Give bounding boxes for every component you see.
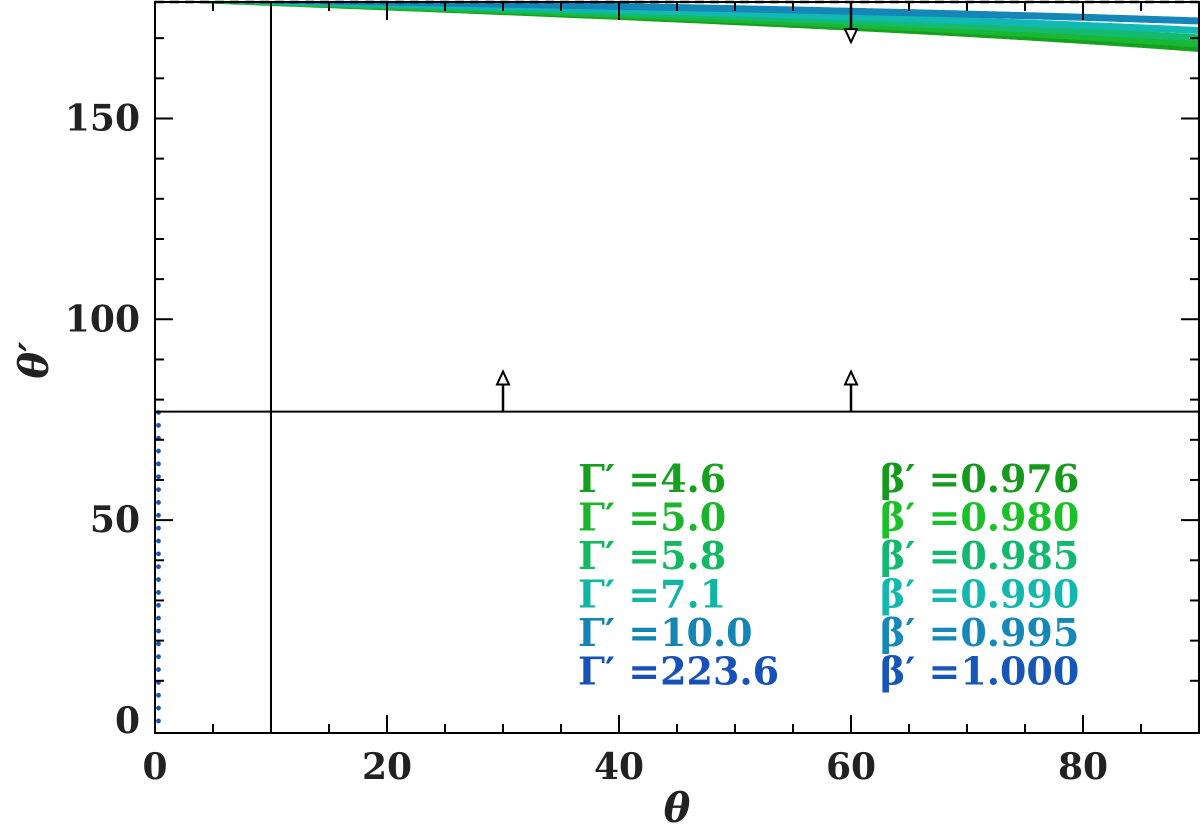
series-marker-5 xyxy=(156,602,161,608)
legend-beta-label: β′ =0.990 xyxy=(880,572,1079,617)
legend-beta-label: β′ =0.976 xyxy=(880,456,1079,501)
arrows-group xyxy=(495,2,859,412)
series-marker-5 xyxy=(156,551,161,557)
arrow-head-1 xyxy=(843,369,859,386)
legend-gamma-label: Γ′ =4.6 xyxy=(578,456,726,501)
series-marker-5 xyxy=(156,577,161,582)
x-tick-label: 20 xyxy=(362,746,412,788)
legend-gamma-label: Γ′ =223.6 xyxy=(578,649,779,694)
legend-beta-label: β′ =1.000 xyxy=(880,649,1079,694)
tick-labels-group: 0 20 40 60 80 0 50 100 150 xyxy=(65,97,1108,788)
series-marker-5 xyxy=(156,615,161,621)
series-marker-5 xyxy=(156,641,161,647)
x-tick-label: 80 xyxy=(1058,746,1108,788)
y-tick-label: 100 xyxy=(65,298,140,340)
series-line-4 xyxy=(184,2,1199,25)
legend-beta-label: β′ =0.985 xyxy=(880,533,1079,578)
series-marker-5 xyxy=(156,654,161,660)
x-tick-label: 0 xyxy=(142,746,167,788)
y-tick-label: 50 xyxy=(90,499,140,541)
x-tick-label: 60 xyxy=(826,746,876,788)
series-marker-5 xyxy=(156,461,161,467)
series-marker-5 xyxy=(156,525,161,531)
legend-beta-label: β′ =0.980 xyxy=(880,495,1079,540)
legend-gamma-label: Γ′ =5.0 xyxy=(578,495,726,540)
legend: Γ′ =4.6 β′ =0.976 Γ′ =5.0 β′ =0.980 Γ′ =5.8 β… xyxy=(578,456,1079,694)
series-marker-5 xyxy=(156,564,161,570)
legend-beta-label: β′ =0.995 xyxy=(880,610,1079,655)
series-marker-5 xyxy=(156,718,161,724)
curves-group xyxy=(156,2,1199,724)
series-marker-5 xyxy=(156,667,161,672)
x-tick-label: 40 xyxy=(594,746,644,788)
x-axis-label: θ xyxy=(664,785,691,830)
legend-gamma-label: Γ′ =5.8 xyxy=(578,533,726,578)
ticks-group xyxy=(155,2,1199,733)
series-marker-5 xyxy=(156,422,161,428)
series-marker-5 xyxy=(156,512,161,518)
y-tick-label: 0 xyxy=(115,700,140,742)
series-marker-5 xyxy=(156,448,161,454)
series-marker-5 xyxy=(156,538,161,544)
y-axis-label: θ′ xyxy=(11,341,58,379)
series-marker-5 xyxy=(156,692,161,698)
series-marker-5 xyxy=(156,500,161,505)
legend-gamma-label: Γ′ =10.0 xyxy=(578,610,753,655)
series-marker-5 xyxy=(156,628,161,634)
series-marker-5 xyxy=(156,474,161,480)
series-marker-5 xyxy=(156,705,161,711)
legend-gamma-label: Γ′ =7.1 xyxy=(578,572,726,617)
arrow-head-2 xyxy=(843,28,859,45)
arrow-head-0 xyxy=(495,369,511,386)
series-marker-5 xyxy=(156,487,161,492)
series-marker-5 xyxy=(156,590,161,595)
y-tick-label: 150 xyxy=(65,97,140,139)
